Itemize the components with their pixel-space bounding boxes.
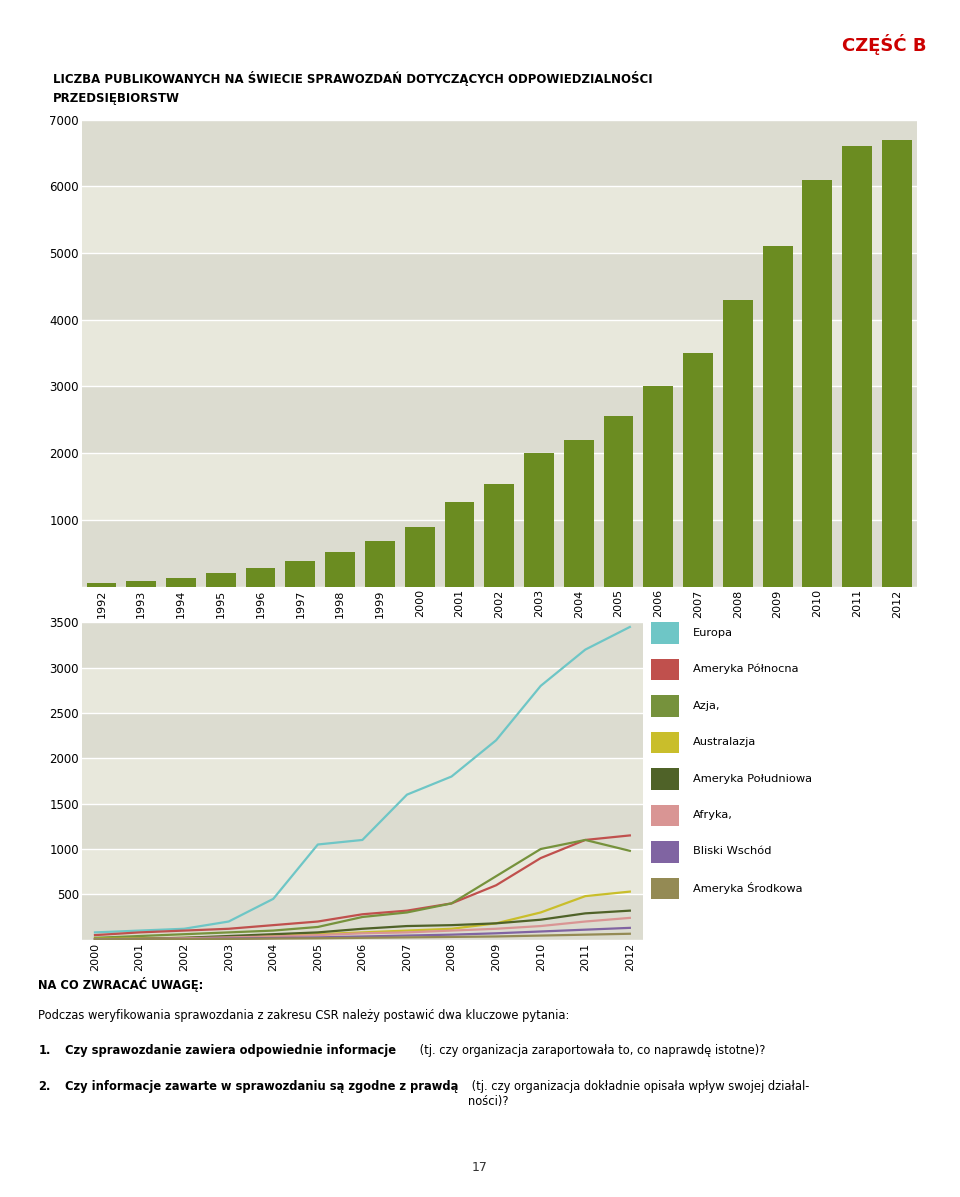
Bar xyxy=(82,519,917,587)
Bar xyxy=(643,387,673,587)
Text: Ameryka Środkowa: Ameryka Środkowa xyxy=(693,882,803,894)
Text: (tj. czy organizacja zaraportowała to, co naprawdę istotne)?: (tj. czy organizacja zaraportowała to, c… xyxy=(416,1044,765,1057)
Bar xyxy=(82,187,917,253)
Bar xyxy=(82,713,643,759)
Text: CZĘŚĆ B: CZĘŚĆ B xyxy=(842,34,926,55)
Bar xyxy=(651,658,679,680)
Bar xyxy=(82,622,643,668)
Text: Podczas weryfikowania sprawozdania z zakresu CSR należy postawić dwa kluczowe py: Podczas weryfikowania sprawozdania z zak… xyxy=(38,1009,570,1022)
Text: Bliski Wschód: Bliski Wschód xyxy=(693,846,772,857)
Bar xyxy=(882,140,912,587)
Bar xyxy=(684,353,713,587)
Bar xyxy=(82,120,917,187)
Bar xyxy=(82,454,917,519)
Bar xyxy=(803,180,832,587)
Bar xyxy=(205,573,236,587)
Bar xyxy=(82,894,643,940)
Bar xyxy=(82,803,643,849)
Bar xyxy=(723,299,753,587)
Text: Europa: Europa xyxy=(693,627,733,638)
Bar xyxy=(651,731,679,753)
Text: Azja,: Azja, xyxy=(693,700,721,711)
Text: 1.: 1. xyxy=(38,1044,51,1057)
Bar xyxy=(524,454,554,587)
Bar xyxy=(166,578,196,587)
Text: LICZBA PUBLIKOWANYCH NA ŚWIECIE SPRAWOZDAŃ DOTYCZĄCYCH ODPOWIEDZIALNOŚCI: LICZBA PUBLIKOWANYCH NA ŚWIECIE SPRAWOZD… xyxy=(53,71,653,86)
Text: Czy informacje zawarte w sprawozdaniu są zgodne z prawdą: Czy informacje zawarte w sprawozdaniu są… xyxy=(65,1080,459,1093)
Bar xyxy=(604,417,634,587)
Bar xyxy=(82,387,917,454)
Bar xyxy=(762,247,793,587)
Bar xyxy=(285,561,315,587)
Bar xyxy=(842,146,872,587)
Bar xyxy=(651,768,679,790)
Bar xyxy=(82,253,917,320)
Bar xyxy=(564,439,593,587)
Text: Ameryka Północna: Ameryka Północna xyxy=(693,664,799,674)
Text: Australazja: Australazja xyxy=(693,737,756,747)
Text: Ameryka Południowa: Ameryka Południowa xyxy=(693,773,812,784)
Bar xyxy=(651,622,679,644)
Bar xyxy=(82,759,643,803)
Text: 17: 17 xyxy=(472,1161,488,1173)
Bar xyxy=(82,849,643,894)
Text: Czy sprawozdanie zawiera odpowiednie informacje: Czy sprawozdanie zawiera odpowiednie inf… xyxy=(65,1044,396,1057)
Bar xyxy=(484,485,515,587)
Bar xyxy=(82,320,917,387)
Bar xyxy=(82,668,643,713)
Text: (tj. czy organizacja dokładnie opisała wpływ swojej działal-
ności)?: (tj. czy organizacja dokładnie opisała w… xyxy=(468,1080,810,1108)
Bar xyxy=(651,877,679,899)
Bar xyxy=(651,804,679,826)
Bar xyxy=(365,541,395,587)
Bar xyxy=(651,841,679,863)
Bar xyxy=(127,582,156,587)
Text: 2.: 2. xyxy=(38,1080,51,1093)
Text: NA CO ZWRACAĆ UWAGĘ:: NA CO ZWRACAĆ UWAGĘ: xyxy=(38,977,204,991)
Bar xyxy=(86,583,116,587)
Text: Afryka,: Afryka, xyxy=(693,810,733,820)
Text: PRZEDSIĘBIORSTW: PRZEDSIĘBIORSTW xyxy=(53,92,180,105)
Bar xyxy=(405,527,435,587)
Bar xyxy=(651,695,679,717)
Bar xyxy=(444,502,474,587)
Bar xyxy=(325,552,355,587)
Bar xyxy=(246,567,276,587)
